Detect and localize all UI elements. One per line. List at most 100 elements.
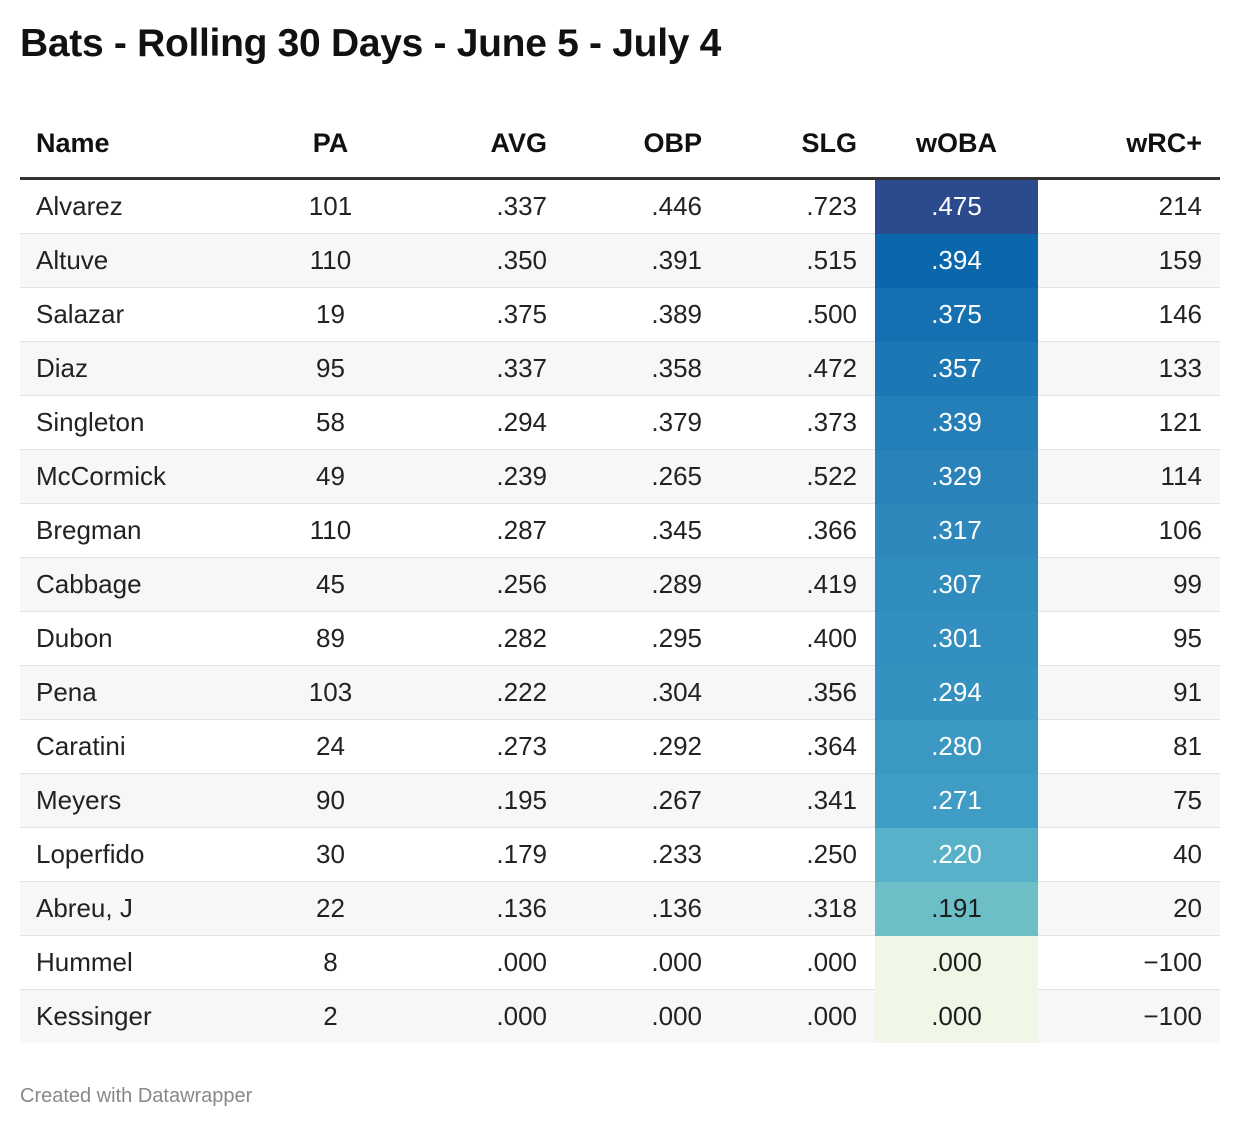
cell-pa: 30 — [251, 827, 410, 882]
footer-credit: Created with Datawrapper — [20, 1085, 253, 1107]
cell-wrc: 91 — [1038, 665, 1220, 720]
cell-avg: .287 — [410, 503, 565, 558]
cell-avg: .000 — [410, 935, 565, 990]
cell-pa: 22 — [251, 881, 410, 936]
cell-obp: .000 — [565, 989, 720, 1043]
table-row: McCormick 49.239.265.522.329 114 — [20, 449, 1220, 504]
cell-obp: .136 — [565, 881, 720, 936]
cell-slg: .356 — [720, 665, 875, 720]
table-row: Alvarez 101.337.446.723.475 214 — [20, 178, 1220, 234]
cell-avg: .350 — [410, 233, 565, 288]
cell-woba: .294 — [875, 665, 1038, 720]
cell-avg: .375 — [410, 287, 565, 342]
cell-avg: .273 — [410, 719, 565, 774]
stats-table: Name PA AVG OBP SLG wOBA wRC+ Alvarez 101… — [20, 110, 1220, 1043]
cell-name: Alvarez — [20, 178, 251, 234]
cell-obp: .391 — [565, 233, 720, 288]
cell-wrc: 75 — [1038, 773, 1220, 828]
cell-name: Salazar — [20, 287, 251, 342]
cell-name: Kessinger — [20, 989, 251, 1043]
cell-wrc: 214 — [1038, 178, 1220, 234]
cell-obp: .446 — [565, 178, 720, 234]
cell-woba: .307 — [875, 557, 1038, 612]
cell-name: Altuve — [20, 233, 251, 288]
cell-avg: .000 — [410, 989, 565, 1043]
cell-obp: .304 — [565, 665, 720, 720]
cell-woba: .191 — [875, 881, 1038, 936]
cell-obp: .292 — [565, 719, 720, 774]
cell-pa: 8 — [251, 935, 410, 990]
cell-obp: .358 — [565, 341, 720, 396]
header-row: Name PA AVG OBP SLG wOBA wRC+ — [20, 110, 1220, 180]
cell-pa: 19 — [251, 287, 410, 342]
cell-slg: .341 — [720, 773, 875, 828]
cell-pa: 2 — [251, 989, 410, 1043]
cell-pa: 58 — [251, 395, 410, 450]
cell-obp: .265 — [565, 449, 720, 504]
cell-avg: .136 — [410, 881, 565, 936]
cell-slg: .000 — [720, 989, 875, 1043]
cell-woba: .220 — [875, 827, 1038, 882]
cell-name: Hummel — [20, 935, 251, 990]
cell-name: Meyers — [20, 773, 251, 828]
cell-woba: .317 — [875, 503, 1038, 558]
cell-wrc: 146 — [1038, 287, 1220, 342]
cell-slg: .400 — [720, 611, 875, 666]
cell-slg: .000 — [720, 935, 875, 990]
cell-pa: 45 — [251, 557, 410, 612]
cell-woba: .329 — [875, 449, 1038, 504]
cell-wrc: 106 — [1038, 503, 1220, 558]
cell-wrc: 20 — [1038, 881, 1220, 936]
cell-pa: 110 — [251, 503, 410, 558]
column-header-wrc[interactable]: wRC+ — [1038, 110, 1220, 180]
cell-name: Singleton — [20, 395, 251, 450]
cell-pa: 110 — [251, 233, 410, 288]
cell-slg: .366 — [720, 503, 875, 558]
cell-avg: .337 — [410, 178, 565, 234]
table-row: Pena 103.222.304.356.294 91 — [20, 665, 1220, 720]
table-row: Bregman 110.287.345.366.317 106 — [20, 503, 1220, 558]
cell-avg: .256 — [410, 557, 565, 612]
column-header-woba[interactable]: wOBA — [875, 110, 1038, 180]
column-header-slg[interactable]: SLG — [720, 110, 875, 180]
cell-avg: .337 — [410, 341, 565, 396]
cell-obp: .267 — [565, 773, 720, 828]
chart-title: Bats - Rolling 30 Days - June 5 - July 4 — [20, 22, 722, 65]
table-row: Dubon 89.282.295.400.301 95 — [20, 611, 1220, 666]
cell-woba: .000 — [875, 935, 1038, 990]
cell-avg: .179 — [410, 827, 565, 882]
column-header-pa[interactable]: PA — [251, 110, 410, 180]
cell-wrc: −100 — [1038, 989, 1220, 1043]
cell-slg: .373 — [720, 395, 875, 450]
table-row: Salazar 19.375.389.500.375 146 — [20, 287, 1220, 342]
cell-wrc: 99 — [1038, 557, 1220, 612]
cell-pa: 90 — [251, 773, 410, 828]
column-header-avg[interactable]: AVG — [410, 110, 565, 180]
cell-obp: .345 — [565, 503, 720, 558]
cell-name: Bregman — [20, 503, 251, 558]
column-header-name[interactable]: Name — [20, 110, 251, 180]
cell-slg: .472 — [720, 341, 875, 396]
cell-obp: .233 — [565, 827, 720, 882]
cell-obp: .389 — [565, 287, 720, 342]
cell-slg: .419 — [720, 557, 875, 612]
cell-pa: 24 — [251, 719, 410, 774]
cell-wrc: 121 — [1038, 395, 1220, 450]
cell-wrc: 133 — [1038, 341, 1220, 396]
table-row: Meyers 90.195.267.341.271 75 — [20, 773, 1220, 828]
cell-woba: .339 — [875, 395, 1038, 450]
column-header-obp[interactable]: OBP — [565, 110, 720, 180]
cell-woba: .271 — [875, 773, 1038, 828]
cell-name: Pena — [20, 665, 251, 720]
cell-woba: .475 — [875, 178, 1038, 234]
cell-slg: .250 — [720, 827, 875, 882]
cell-pa: 89 — [251, 611, 410, 666]
cell-slg: .515 — [720, 233, 875, 288]
table-row: Kessinger 2.000.000.000.000 −100 — [20, 989, 1220, 1043]
cell-obp: .000 — [565, 935, 720, 990]
table-row: Diaz 95.337.358.472.357 133 — [20, 341, 1220, 396]
cell-wrc: 159 — [1038, 233, 1220, 288]
cell-name: Abreu, J — [20, 881, 251, 936]
cell-woba: .375 — [875, 287, 1038, 342]
cell-woba: .280 — [875, 719, 1038, 774]
